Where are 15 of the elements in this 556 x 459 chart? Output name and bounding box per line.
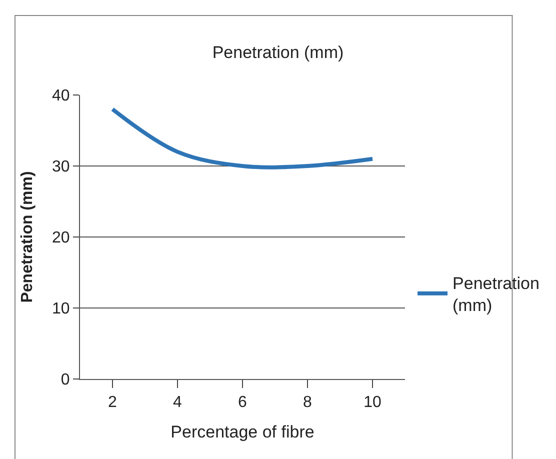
x-axis-title: Percentage of fibre xyxy=(170,422,314,442)
y-tick-label: 10 xyxy=(52,300,70,318)
y-tick-label: 0 xyxy=(60,372,70,389)
chart-title: Penetration (mm) xyxy=(212,42,344,62)
line-series xyxy=(110,107,374,170)
x-tick-label: 4 xyxy=(173,394,182,412)
y-axis-title: Penetration (mm) xyxy=(18,171,36,303)
x-tick-label: 10 xyxy=(364,394,382,412)
legend-label: Penetration (mm) xyxy=(452,274,540,316)
y-tick-label: 30 xyxy=(52,158,70,176)
x-tick-label: 2 xyxy=(108,394,118,412)
y-tick-label: 20 xyxy=(52,230,70,247)
y-tick-label: 40 xyxy=(52,88,70,105)
x-tick-label: 8 xyxy=(303,394,312,412)
x-tick-label: 6 xyxy=(238,394,248,412)
